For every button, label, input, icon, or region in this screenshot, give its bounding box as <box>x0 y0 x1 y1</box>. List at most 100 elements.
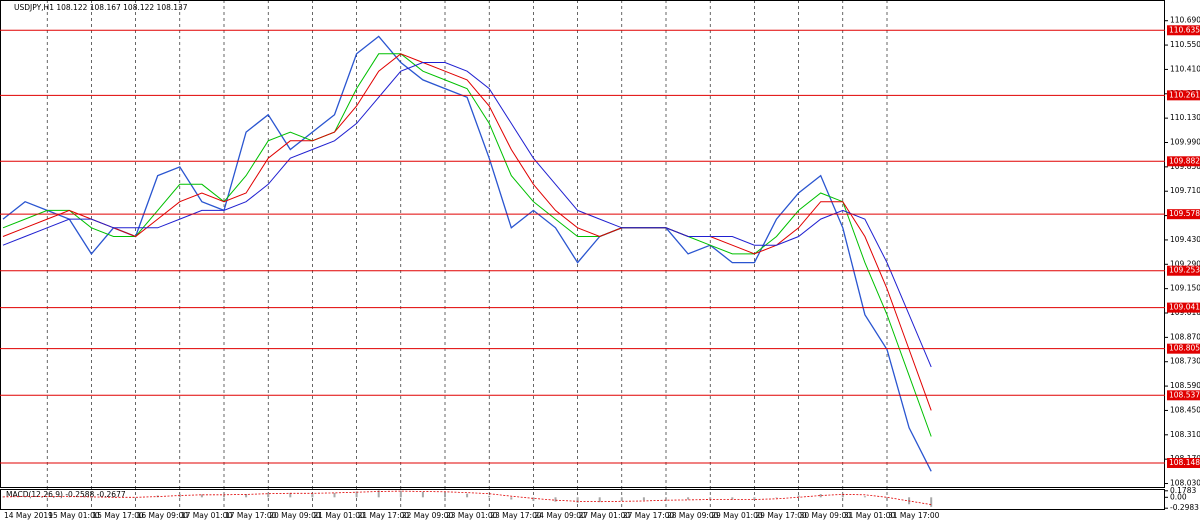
macd-title: MACD(12,26,9) -0.2588 -0.2677 <box>6 490 126 499</box>
macd-bar <box>68 496 71 498</box>
macd-bar <box>841 493 844 498</box>
x-tick-label: 20 May 09:00 <box>269 511 321 520</box>
x-tick-label: 16 May 09:00 <box>137 511 189 520</box>
macd-bar <box>444 492 446 498</box>
x-tick-label: 23 May 17:00 <box>490 511 542 520</box>
macd-bar <box>753 497 756 500</box>
y-tick-label: -0.2983 <box>1170 503 1199 512</box>
macd-bar <box>930 497 933 507</box>
macd-bar <box>797 495 800 498</box>
level-label: 109.882 <box>1169 156 1200 165</box>
macd-bar <box>642 497 645 501</box>
macd-bar <box>2 496 4 498</box>
y-tick-label: 108.030 <box>1170 479 1200 488</box>
macd-bar <box>886 497 888 501</box>
x-tick-label: 15 May 17:00 <box>92 511 144 520</box>
macd-bar <box>112 497 115 498</box>
x-tick-label: 29 May 01:00 <box>711 511 763 520</box>
x-tick-label: 24 May 09:00 <box>534 511 586 520</box>
macd-bar <box>620 497 623 501</box>
x-tick-label: 28 May 09:00 <box>667 511 719 520</box>
level-label-box <box>1167 343 1200 354</box>
macd-bar <box>709 497 712 500</box>
macd-bar <box>488 495 491 498</box>
y-tick-label: 0.1783 <box>1170 486 1196 495</box>
macd-bar <box>333 492 336 498</box>
macd-bar <box>510 497 513 500</box>
level-label-box <box>1167 209 1200 220</box>
level-label: 109.578 <box>1169 209 1200 218</box>
y-tick-label: 109.850 <box>1170 162 1200 171</box>
price-line <box>2 35 932 472</box>
y-tick-label: 108.870 <box>1170 332 1200 341</box>
x-tick-label: 17 May 01:00 <box>181 511 233 520</box>
macd-bar <box>46 496 49 498</box>
price-panel <box>0 0 1165 488</box>
y-tick-label: 110.550 <box>1170 40 1200 49</box>
macd-bar <box>598 497 601 503</box>
y-tick-label: 109.710 <box>1170 186 1200 195</box>
signal-line <box>2 490 932 505</box>
level-label: 108.805 <box>1169 344 1200 353</box>
macd-bar <box>863 496 866 498</box>
moving-average <box>2 62 932 368</box>
macd-bar <box>665 497 667 500</box>
moving-average <box>2 53 932 437</box>
y-tick-label: 108.590 <box>1170 381 1200 390</box>
macd-bar <box>554 497 557 502</box>
macd-bar <box>731 497 734 500</box>
y-tick-label: 109.990 <box>1170 137 1200 146</box>
level-label-box <box>1167 265 1200 276</box>
x-tick-label: 29 May 17:00 <box>755 511 807 520</box>
x-tick-label: 27 May 01:00 <box>579 511 631 520</box>
macd-bar <box>399 490 402 498</box>
y-tick-label: 110.690 <box>1170 16 1200 25</box>
macd-bar <box>775 497 778 498</box>
y-tick-label: 108.450 <box>1170 405 1200 414</box>
x-tick-label: 17 May 17:00 <box>225 511 277 520</box>
x-tick-label: 27 May 17:00 <box>623 511 675 520</box>
level-label: 108.148 <box>1169 458 1200 467</box>
level-label-box <box>1167 302 1200 313</box>
x-tick-label: 21 May 17:00 <box>358 511 410 520</box>
macd-bar <box>421 491 424 498</box>
macd-panel <box>0 489 1165 510</box>
x-tick-label: 31 May 01:00 <box>844 511 896 520</box>
macd-bar <box>289 492 292 498</box>
macd-bar <box>134 497 137 498</box>
y-tick-label: 108.310 <box>1170 430 1200 439</box>
macd-bar <box>466 493 469 498</box>
level-label-box <box>1167 156 1200 167</box>
macd-bar <box>90 497 93 499</box>
y-tick-label: 0.00 <box>1170 492 1187 501</box>
y-tick-label: 109.150 <box>1170 284 1200 293</box>
macd-bar <box>245 494 248 498</box>
x-tick-label: 21 May 01:00 <box>313 511 365 520</box>
macd-bar <box>267 492 270 498</box>
macd-bar <box>223 495 225 498</box>
macd-bar <box>200 494 203 498</box>
level-label: 110.261 <box>1169 90 1200 99</box>
y-tick-label: 108.730 <box>1170 357 1200 366</box>
level-label: 110.635 <box>1169 25 1200 34</box>
level-label-box <box>1167 457 1200 468</box>
macd-bar <box>576 497 579 503</box>
macd-bar <box>687 497 690 500</box>
level-label: 109.041 <box>1169 303 1200 312</box>
y-tick-label: 110.130 <box>1170 113 1200 122</box>
macd-bar <box>311 493 314 498</box>
chart-title: USDJPY,H1 108.122 108.167 108.122 108.13… <box>14 3 188 12</box>
level-label: 109.253 <box>1169 266 1200 275</box>
x-tick-label: 31 May 17:00 <box>888 511 940 520</box>
x-tick-label: 22 May 09:00 <box>402 511 454 520</box>
macd-bar <box>377 490 380 498</box>
level-label-box <box>1167 25 1200 36</box>
macd-bar <box>355 491 358 498</box>
x-tick-label: 23 May 01:00 <box>446 511 498 520</box>
y-tick-label: 109.430 <box>1170 235 1200 244</box>
x-tick-label: 14 May 2019 <box>4 511 53 520</box>
x-tick-label: 15 May 01:00 <box>48 511 100 520</box>
x-tick-label: 30 May 09:00 <box>800 511 852 520</box>
